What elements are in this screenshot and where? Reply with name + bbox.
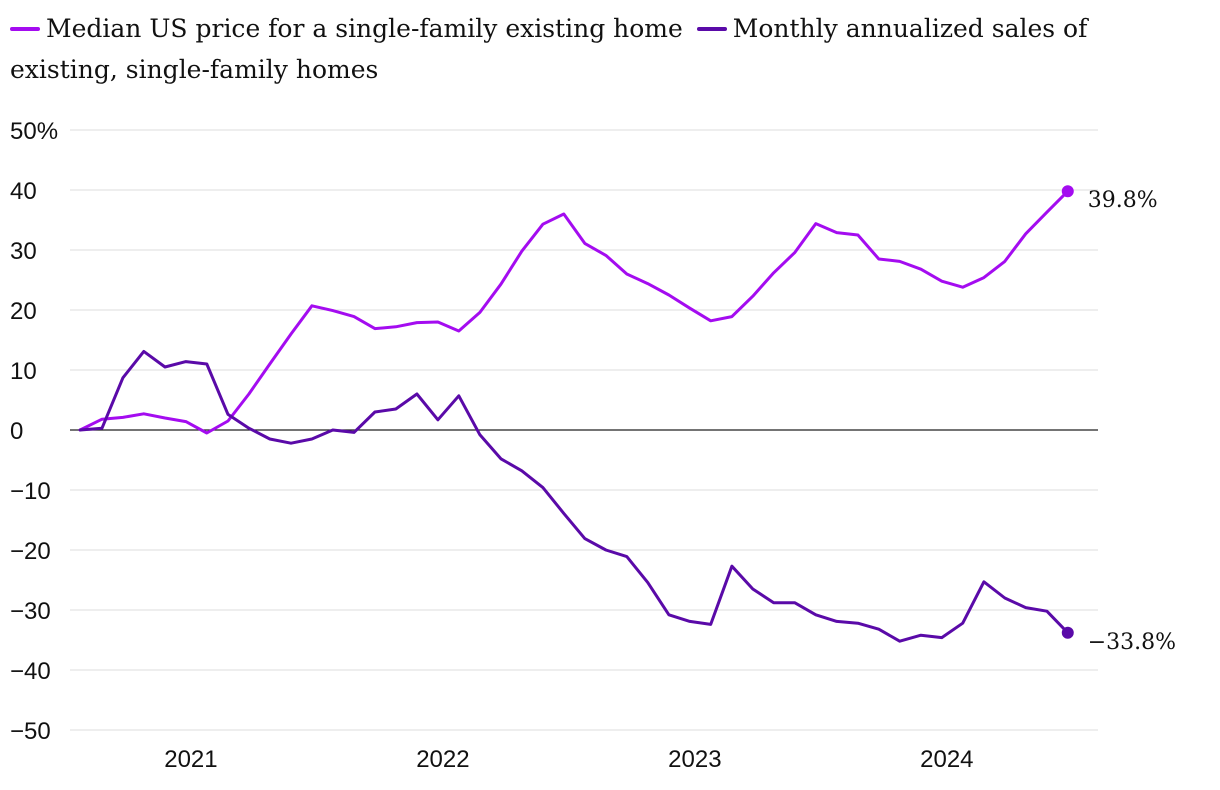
y-tick-label: −30 [10, 598, 51, 625]
endpoint-marker [1061, 626, 1074, 639]
y-tick-label: 40 [10, 178, 37, 205]
x-tick-label: 2024 [920, 746, 973, 773]
endpoint-value-label: −33.8% [1088, 630, 1176, 655]
sales-series-line [78, 349, 1070, 643]
y-tick-label: −20 [10, 538, 51, 565]
x-axis-ticks: 2021 2022 2023 2024 [164, 746, 973, 773]
y-tick-label: −50 [10, 718, 51, 745]
endpoint-marker [1061, 185, 1074, 198]
series-endpoints: 39.8% −33.8% [1061, 185, 1176, 655]
y-axis-ticks: 50% 40 30 20 10 0 −10 −20 −30 −40 −50 [10, 118, 58, 745]
legend-label-price: Median US price for a single-family exis… [46, 14, 683, 43]
x-tick-label: 2022 [416, 746, 469, 773]
legend-swatch-sales [696, 26, 727, 31]
y-tick-label: 50% [10, 118, 58, 145]
legend-item-sales: Monthly annualized sales of existing, si… [10, 14, 1087, 84]
grid-lines [70, 129, 1098, 731]
y-tick-label: −40 [10, 658, 51, 685]
x-tick-label: 2023 [668, 746, 721, 773]
y-tick-label: 20 [10, 298, 37, 325]
y-tick-label: 10 [10, 358, 37, 385]
price-series-line [78, 189, 1070, 435]
y-tick-label: −10 [10, 478, 51, 505]
legend-swatch-price [10, 26, 40, 31]
x-tick-label: 2021 [164, 746, 217, 773]
endpoint-value-label: 39.8% [1088, 188, 1158, 213]
legend: Median US price for a single-family exis… [10, 8, 1200, 90]
series-lines [78, 189, 1070, 643]
legend-label-sales: Monthly annualized sales of existing, si… [10, 14, 1088, 84]
legend-item-price: Median US price for a single-family exis… [10, 14, 683, 43]
y-tick-label: 30 [10, 238, 37, 265]
y-tick-label: 0 [10, 418, 23, 445]
